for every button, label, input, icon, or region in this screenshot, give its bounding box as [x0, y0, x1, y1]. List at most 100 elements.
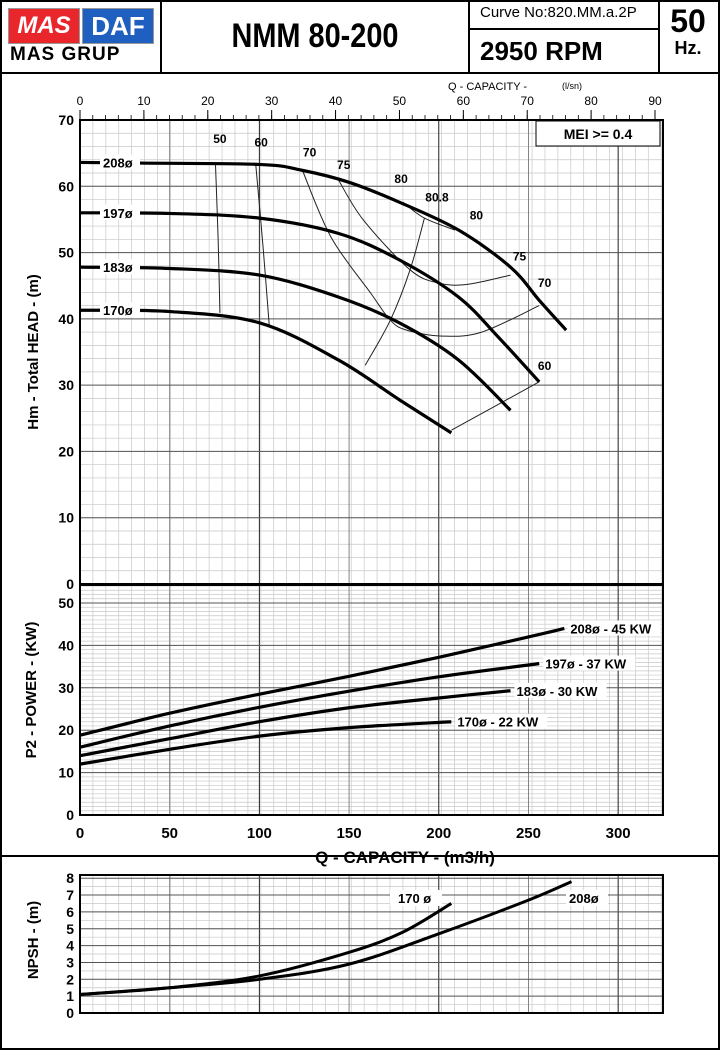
head-curve-183 — [79, 265, 512, 412]
efficiency-line — [451, 381, 540, 431]
top-axis-tick-label: 70 — [521, 94, 535, 108]
power-y-tick-label: 30 — [58, 680, 74, 696]
efficiency-label: 75 — [337, 158, 351, 172]
power-label: 197ø - 37 KW — [545, 657, 627, 672]
x-tick-label: 250 — [516, 825, 541, 842]
power-label: 208ø - 45 KW — [570, 621, 652, 636]
plot-border — [79, 874, 664, 1014]
head-curve-208 — [79, 160, 568, 332]
efficiency-label: 50 — [213, 132, 227, 146]
efficiency-label: 75 — [513, 250, 527, 264]
power-curve — [79, 626, 565, 737]
npsh-label: 170 ø — [398, 891, 431, 906]
top-axis-tick-label: 60 — [457, 94, 471, 108]
npsh-label-bg — [390, 890, 442, 906]
npsh-label-bg — [566, 890, 608, 906]
impeller-label: 183ø — [103, 260, 133, 275]
mei-box — [535, 120, 661, 147]
efficiency-label: 60 — [254, 136, 268, 150]
top-axis-unit: (l/sn) — [562, 81, 582, 91]
grid-panel-1 — [79, 584, 664, 816]
efficiency-line — [301, 170, 540, 337]
head-y-tick-label: 20 — [58, 443, 74, 459]
efficiency-line — [214, 163, 221, 313]
efficiency-label: 60 — [538, 359, 552, 373]
x-tick-label: 300 — [606, 825, 631, 842]
power-label-bg — [514, 682, 607, 698]
frequency-cell: 50 Hz. — [660, 0, 716, 72]
impeller-label: 197ø — [103, 206, 133, 221]
top-axis-tick-label: 90 — [648, 94, 662, 108]
top-axis-tick-label: 40 — [329, 94, 343, 108]
npsh-y-tick-label: 4 — [66, 938, 74, 954]
power-y-axis-title: P2 - POWER - (KW) — [23, 622, 40, 759]
x-tick-label: 0 — [76, 825, 84, 842]
npsh-label: 208ø — [569, 891, 599, 906]
frequency-value: 50 — [670, 3, 706, 39]
top-axis-tick-label: 10 — [137, 94, 151, 108]
header-divider — [0, 72, 718, 74]
npsh-y-tick-label: 3 — [66, 954, 74, 970]
power-y-tick-label: 20 — [58, 722, 74, 738]
efficiency-label: 80 — [394, 172, 408, 186]
logo-group-name: MAS GRUP — [10, 44, 121, 65]
impeller-label: 208ø — [103, 155, 133, 170]
x-tick-label: 50 — [161, 825, 178, 842]
x-axis-title: Q - CAPACITY - (m3/h) — [315, 848, 495, 867]
head-curve-197 — [79, 211, 541, 383]
top-axis-tick-label: 30 — [265, 94, 279, 108]
power-y-tick-label: 10 — [58, 765, 74, 781]
head-y-tick-label: 40 — [58, 311, 74, 327]
top-axis-tick-label: 80 — [584, 94, 598, 108]
efficiency-label: 70 — [538, 276, 552, 290]
curve-number: Curve No:820.MM.a.2P — [470, 0, 658, 30]
npsh-y-axis-title: NPSH - (m) — [25, 901, 42, 979]
x-tick-label: 150 — [337, 825, 362, 842]
x-tick-label: 100 — [247, 825, 272, 842]
top-axis-tick-label: 0 — [77, 94, 84, 108]
head-y-tick-label: 30 — [58, 377, 74, 393]
logo: MAS DAF MAS GRUP — [2, 0, 162, 72]
npsh-y-tick-label: 8 — [66, 870, 74, 886]
efficiency-line — [255, 165, 270, 326]
rpm: 2950 RPM — [480, 36, 603, 66]
head-y-tick-label: 50 — [58, 245, 74, 261]
frequency-unit: Hz. — [674, 38, 702, 58]
head-y-axis-title: Hm - Total HEAD - (m) — [25, 274, 42, 430]
power-label-bg — [568, 620, 661, 636]
impeller-label-bg — [100, 259, 140, 275]
efficiency-label: 70 — [303, 145, 317, 159]
head-curve-170 — [79, 308, 453, 435]
top-axis-title: Q - CAPACITY - — [448, 81, 527, 93]
model-title-cell: NMM 80-200 — [162, 0, 470, 72]
impeller-label: 170ø — [103, 303, 133, 318]
power-label-bg — [543, 655, 636, 671]
npsh-y-tick-label: 7 — [66, 887, 74, 903]
impeller-label-bg — [100, 302, 140, 318]
top-axis-tick-label: 50 — [393, 94, 407, 108]
npsh-curve — [79, 880, 573, 996]
power-curve — [79, 689, 511, 758]
x-tick-label: 200 — [426, 825, 451, 842]
head-y-tick-label: 10 — [58, 510, 74, 526]
npsh-y-tick-label: 6 — [66, 904, 74, 920]
power-label: 170ø - 22 KW — [457, 715, 539, 730]
efficiency-label: 80.8 — [425, 191, 449, 205]
curve-info-cell: Curve No:820.MM.a.2P 2950 RPM — [470, 0, 660, 72]
power-y-tick-label: 0 — [66, 807, 74, 823]
power-y-tick-label: 40 — [58, 637, 74, 653]
efficiency-label: 80 — [470, 208, 484, 222]
power-label-bg — [455, 713, 548, 729]
impeller-label-bg — [100, 154, 140, 170]
impeller-label-bg — [100, 204, 140, 220]
npsh-y-tick-label: 5 — [66, 921, 74, 937]
power-label: 183ø - 30 KW — [517, 684, 599, 699]
efficiency-line — [364, 217, 425, 366]
logo-mas: MAS — [8, 8, 80, 44]
power-curve — [79, 662, 540, 749]
efficiency-line — [337, 179, 511, 286]
grid-panel-0 — [79, 119, 664, 585]
head-y-tick-label: 0 — [66, 576, 74, 592]
